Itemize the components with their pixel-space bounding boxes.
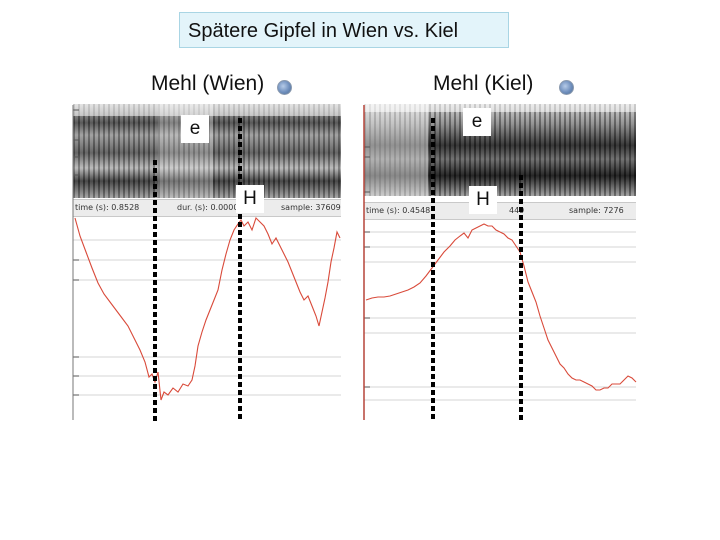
panel-label-wien: Mehl (Wien)	[151, 72, 265, 95]
speaker-icon[interactable]	[559, 80, 574, 95]
duration-readout: dur. (s): 0.0000	[177, 203, 239, 212]
segment-label-wien-h: H	[236, 185, 264, 213]
spectrogram-kiel	[364, 104, 636, 196]
y-ticks-wien	[73, 109, 79, 396]
segment-label-wien-e: e	[181, 115, 209, 143]
speaker-icon[interactable]	[277, 80, 292, 95]
pitch-grid-kiel	[364, 231, 636, 401]
time-readout: time (s): 0.4548	[366, 206, 431, 215]
pitch-track-wien	[74, 216, 341, 401]
info-bar-wien: time (s): 0.8528 dur. (s): 0.0000 sample…	[73, 199, 341, 217]
sample-readout: sample: 7276	[569, 206, 624, 215]
slide-title: Spätere Gipfel in Wien vs. Kiel	[179, 12, 509, 48]
pitch-track-kiel	[365, 223, 637, 391]
panel-label-kiel: Mehl (Kiel)	[433, 72, 534, 95]
segment-markers	[153, 118, 523, 422]
segment-label-kiel-e: e	[463, 108, 491, 136]
duration-readout: 449	[509, 206, 525, 215]
pitch-grid-wien	[73, 239, 341, 396]
time-readout: time (s): 0.8528	[75, 203, 140, 212]
y-ticks-kiel	[364, 146, 370, 388]
sample-readout: sample: 37609	[281, 203, 341, 212]
segment-label-kiel-h: H	[469, 186, 497, 214]
